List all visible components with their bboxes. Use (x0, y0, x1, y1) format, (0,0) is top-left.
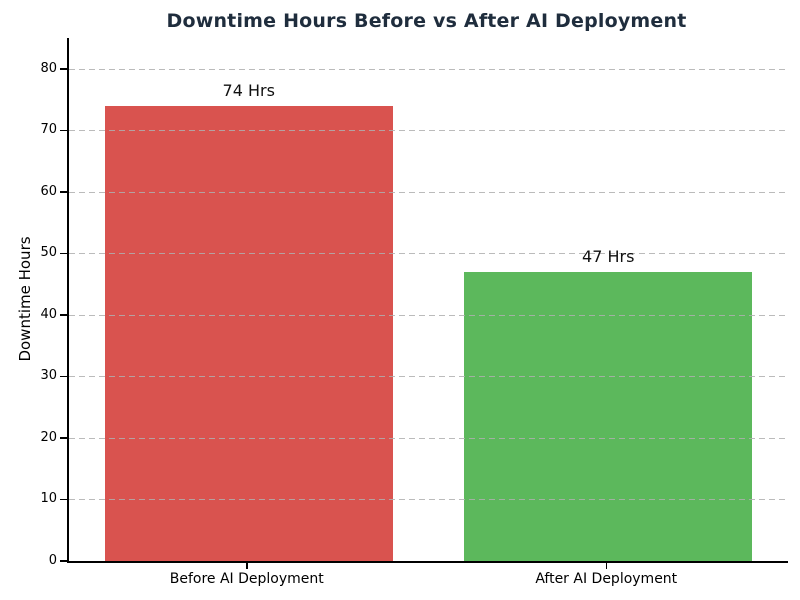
y-tick-mark (60, 560, 67, 562)
y-tick-label: 0 (48, 553, 57, 568)
x-tick-mark (246, 563, 248, 569)
y-tick-mark (60, 252, 67, 255)
gridline-y-70 (69, 130, 788, 132)
gridline-y-30 (69, 376, 788, 378)
x-tick-mark (605, 563, 607, 569)
y-tick-mark (60, 375, 67, 378)
y-tick-mark (60, 498, 67, 501)
bar-before (104, 105, 393, 561)
plot-area: 74 Hrs 47 Hrs (67, 38, 788, 563)
y-tick-mark (60, 129, 67, 132)
gridline-y-10 (69, 499, 788, 501)
gridline-y-40 (69, 314, 788, 316)
chart-title: Downtime Hours Before vs After AI Deploy… (166, 10, 687, 32)
y-tick-label: 80 (40, 60, 57, 76)
y-tick-label: 40 (40, 306, 57, 322)
y-tick-label: 60 (40, 183, 57, 199)
gridline-y-80 (69, 68, 788, 70)
gridline-y-20 (69, 437, 788, 439)
y-tick-label: 50 (40, 245, 57, 261)
y-tick-label: 10 (40, 491, 57, 507)
y-tick-mark (60, 314, 67, 316)
bar-value-label: 47 Hrs (582, 246, 635, 266)
y-tick-label: 30 (40, 368, 57, 384)
bar-after (464, 271, 753, 561)
y-tick-label: 70 (40, 122, 57, 138)
y-tick-mark (60, 191, 67, 193)
y-tick-label: 20 (40, 429, 57, 445)
x-tick-label: Before AI Deployment (169, 571, 324, 587)
y-tick-mark (60, 68, 67, 70)
gridline-y-60 (69, 191, 788, 193)
y-tick-mark (60, 437, 67, 439)
bar-value-label: 74 Hrs (222, 80, 275, 100)
gridline-y-50 (69, 253, 788, 255)
x-tick-label: After AI Deployment (535, 571, 678, 587)
